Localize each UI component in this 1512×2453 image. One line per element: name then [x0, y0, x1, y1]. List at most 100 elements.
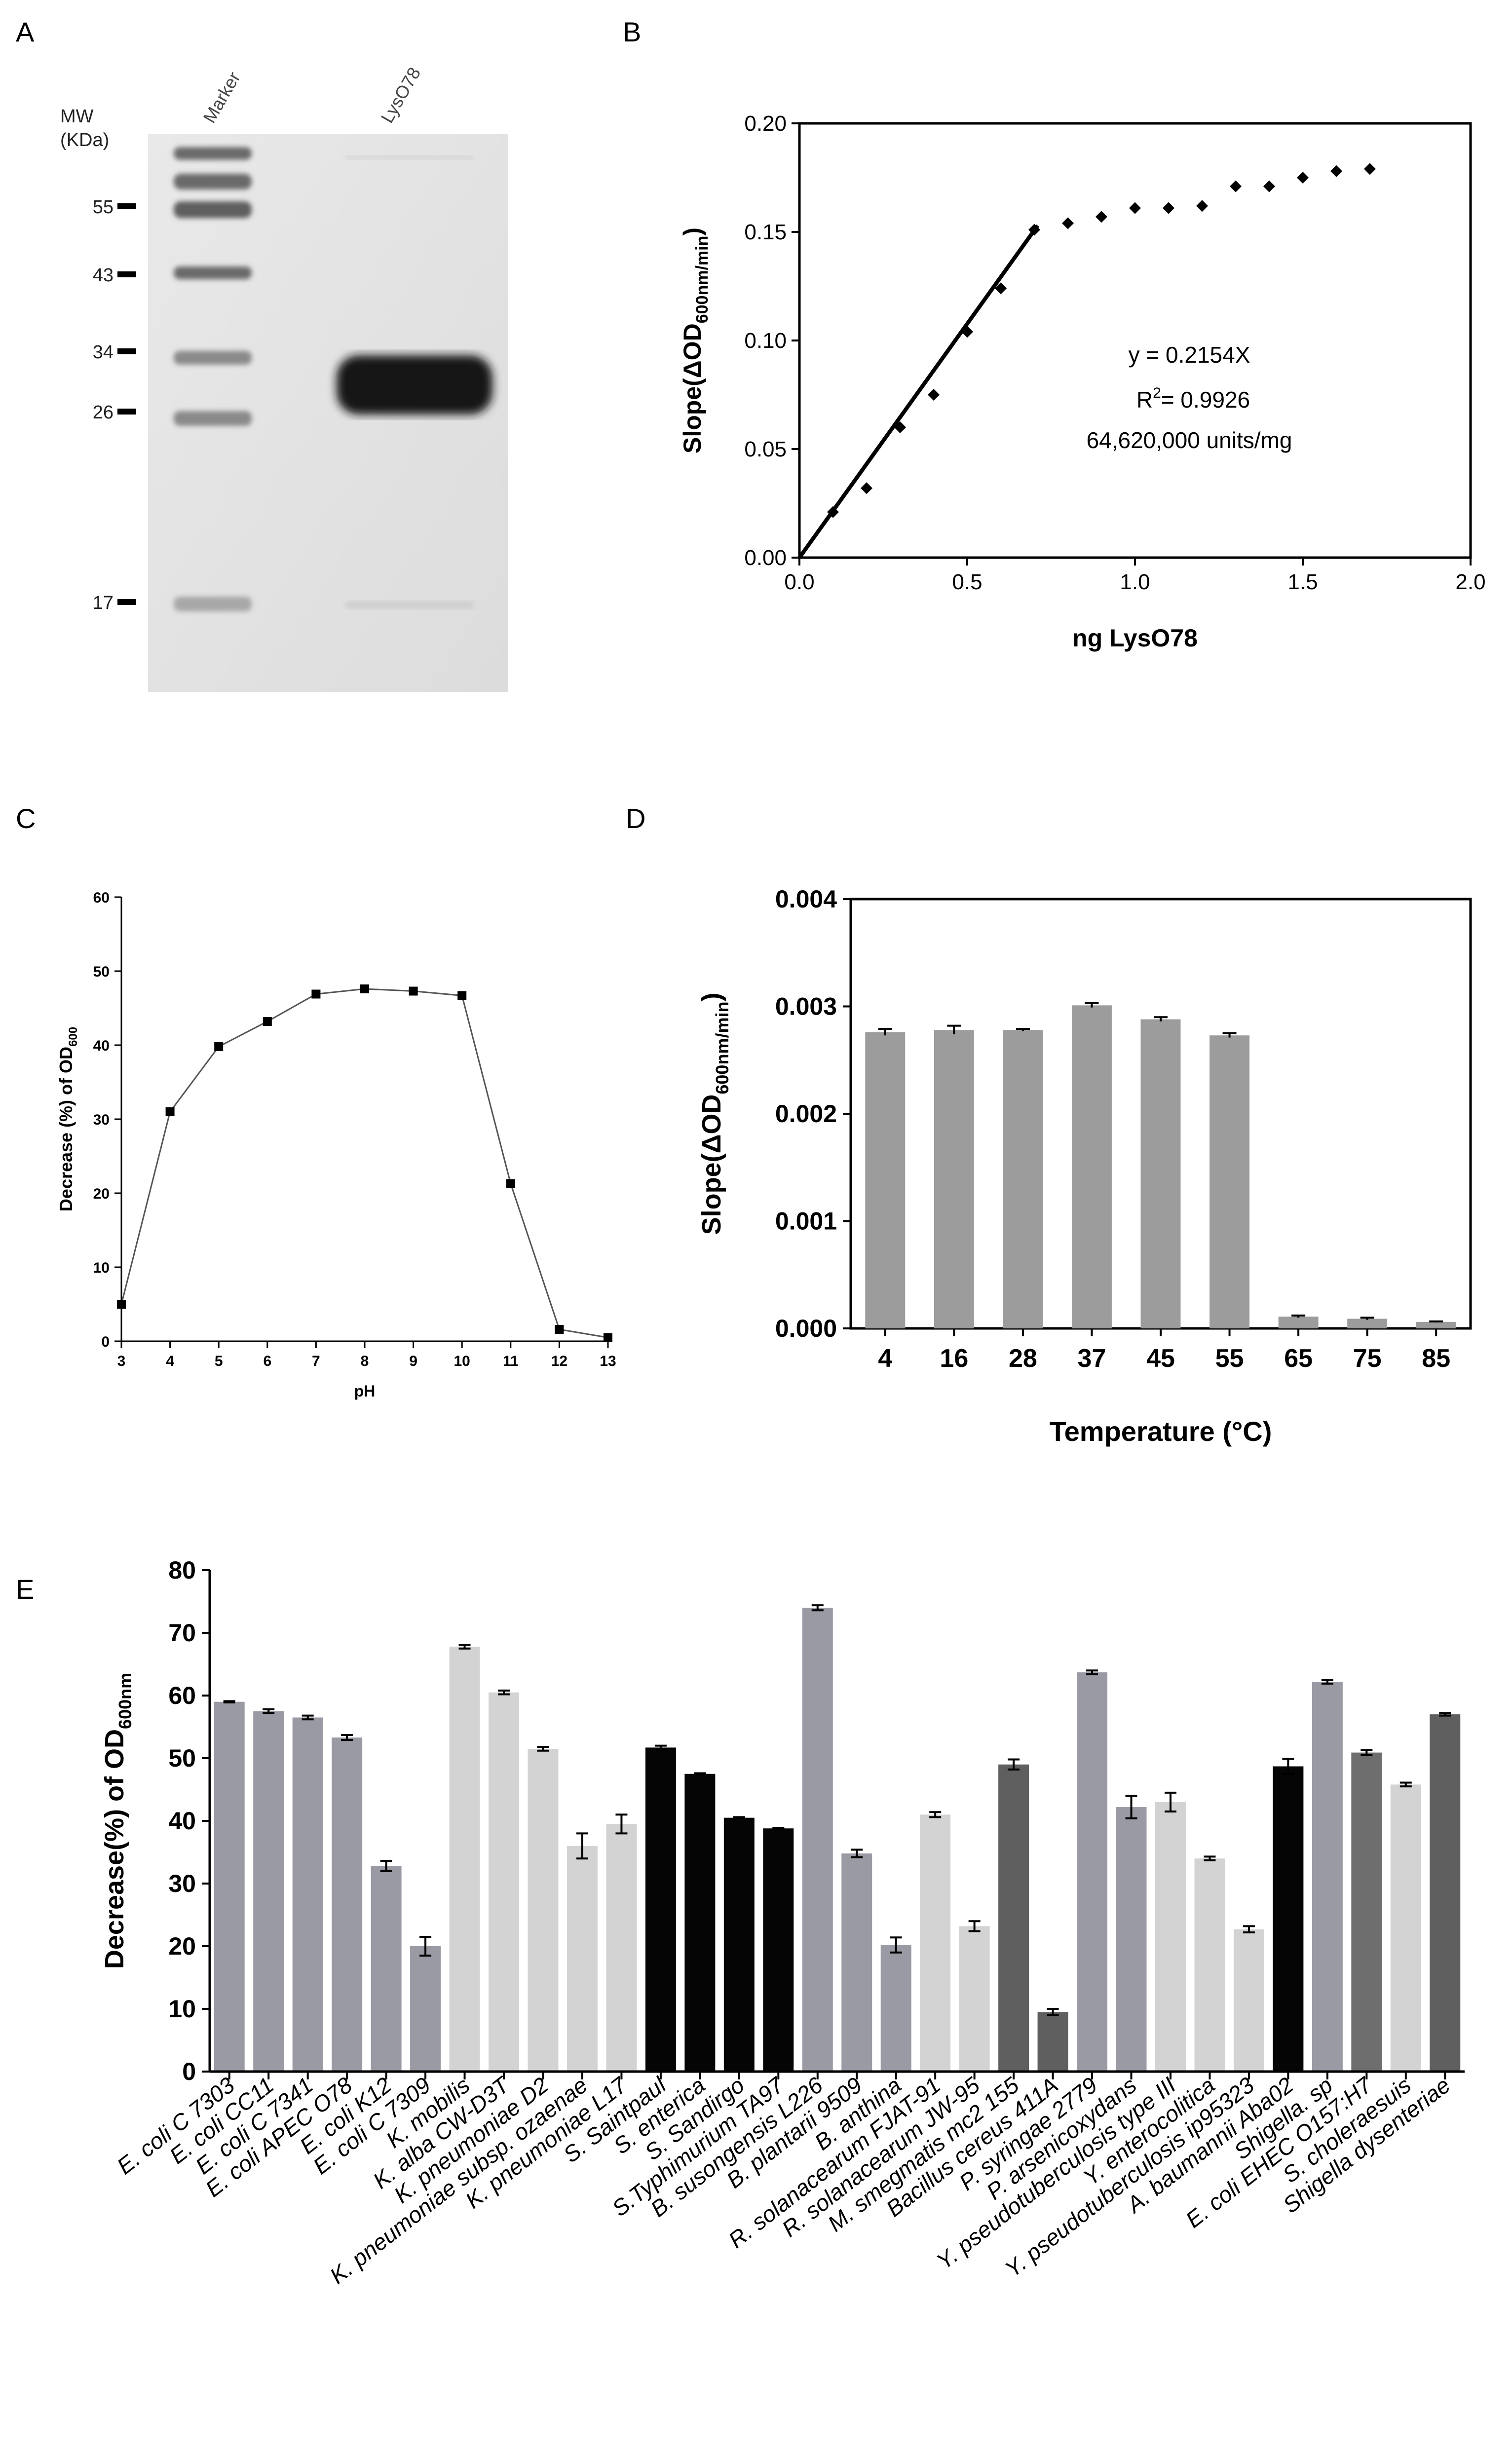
data-point — [360, 984, 369, 993]
x-tick-label: 28 — [1009, 1344, 1037, 1373]
bar — [1416, 1321, 1456, 1328]
x-axis-title: ng LysO78 — [1072, 624, 1198, 652]
x-tick-label: 55 — [1215, 1344, 1244, 1373]
kda-label: (KDa) — [60, 130, 109, 151]
x-tick-label: 1.5 — [1287, 570, 1318, 594]
bar — [1116, 1807, 1147, 2072]
bar — [1312, 1682, 1343, 2072]
bar — [880, 1945, 911, 2072]
data-point — [1330, 165, 1342, 177]
bar — [763, 1828, 794, 2072]
bar — [684, 1774, 716, 2072]
x-tick-label: 10 — [454, 1353, 470, 1369]
bar — [1278, 1317, 1319, 1328]
y-tick-label: 30 — [168, 1870, 196, 1897]
panel-letter-d: D — [626, 803, 645, 834]
bar — [1273, 1766, 1304, 2072]
bar — [865, 1032, 906, 1328]
x-tick-label: 65 — [1284, 1344, 1313, 1373]
y-tick-label: 40 — [93, 1038, 110, 1054]
mw-ticks: 55 43 34 26 17 — [93, 197, 136, 613]
units-label: 64,620,000 units/mg — [1087, 427, 1292, 453]
data-point — [604, 1333, 612, 1342]
marker-band — [174, 597, 252, 611]
bar — [410, 1946, 441, 2072]
data-point — [1364, 163, 1376, 175]
panel-letter-c: C — [16, 803, 36, 834]
bar — [1155, 1802, 1186, 2072]
ylabel-sub: 600 — [67, 1027, 80, 1047]
y-tick-label: 0.15 — [744, 220, 787, 244]
x-tick-label: 1.0 — [1120, 570, 1150, 594]
x-tick-label: 7 — [312, 1353, 320, 1369]
y-tick-label: 40 — [168, 1807, 196, 1835]
x-tick-label: 75 — [1353, 1344, 1382, 1373]
x-axis-title: pH — [354, 1382, 376, 1400]
bar — [1003, 1030, 1043, 1328]
bar — [1194, 1858, 1225, 2072]
bar — [959, 1926, 990, 2072]
bar — [802, 1608, 833, 2072]
mw-marker-tick — [117, 599, 136, 605]
mw-marker-label: 17 — [93, 593, 113, 613]
data-point — [1028, 224, 1040, 236]
x-tick-label: 45 — [1146, 1344, 1175, 1373]
bar — [841, 1853, 872, 2072]
y-tick-label: 60 — [93, 890, 110, 906]
bar — [567, 1846, 598, 2072]
ylabel-main: Decrease(%) of OD — [100, 1729, 129, 1969]
x-tick-label: 0.5 — [952, 570, 982, 594]
lane-label-lyso78: LysO78 — [377, 64, 424, 126]
y-tick-label: 0 — [182, 2058, 196, 2085]
faint-band — [345, 155, 474, 159]
y-axis-title: Decrease(%) of OD600nm — [100, 1673, 135, 1969]
y-tick-label: 50 — [168, 1744, 196, 1772]
ylabel-sub: 600nm/min — [712, 1002, 732, 1094]
bar — [998, 1764, 1029, 2072]
x-tick-label: 13 — [600, 1353, 616, 1369]
x-tick-label: 11 — [503, 1353, 519, 1369]
data-point — [165, 1107, 175, 1116]
marker-lane — [174, 147, 252, 611]
bar — [214, 1701, 245, 2072]
panel-b-chart: 0.0 0.5 1.0 1.5 2.0 0.00 0.05 0.10 0.15 0.20 y = … — [679, 112, 1486, 652]
bar — [934, 1030, 974, 1328]
bar — [1430, 1714, 1461, 2072]
panel-a: Marker LysO78 MW (KDa) 55 43 34 26 17 — [60, 64, 508, 692]
y-tick-label: 0.05 — [744, 437, 787, 461]
bar — [371, 1866, 402, 2072]
bar — [1347, 1319, 1388, 1328]
x-tick-label: 2.0 — [1455, 570, 1485, 594]
data-point — [928, 389, 940, 401]
x-tick-label: 4 — [878, 1344, 892, 1373]
mw-marker-label: 55 — [93, 197, 113, 218]
mw-marker-label: 26 — [93, 402, 113, 423]
faint-band — [345, 601, 474, 609]
bar — [1390, 1784, 1421, 2072]
data-point — [506, 1179, 515, 1188]
ylabel-delta: ΔOD — [679, 323, 706, 378]
y-tick-label: 30 — [93, 1112, 110, 1128]
y-tick-label: 60 — [168, 1682, 196, 1709]
data-point — [457, 991, 467, 1000]
data-point — [961, 326, 973, 338]
ylabel-prefix: Slope( — [697, 1153, 726, 1235]
data-point — [1163, 202, 1174, 214]
y-axis-title: Decrease (%) of OD600 — [56, 1027, 80, 1211]
plot-frame — [798, 122, 1472, 559]
bar — [1077, 1672, 1108, 2072]
data-point — [827, 506, 839, 518]
x-tick-label: 6 — [263, 1353, 271, 1369]
mw-marker-tick — [117, 203, 136, 209]
y-tick-label: 0.10 — [744, 329, 787, 353]
panel-c-chart: 3 4 5 6 7 8 9 10 11 12 13 0 10 20 30 40 50 60 pH Decrease… — [56, 890, 616, 1400]
data-point — [1297, 172, 1309, 184]
lyso78-lane — [337, 155, 492, 609]
ylabel-main: Decrease (%) of OD — [56, 1047, 76, 1211]
data-point — [1196, 200, 1208, 212]
data-point — [894, 421, 906, 433]
y-tick-label: 0.00 — [744, 546, 787, 570]
data-point — [214, 1042, 224, 1051]
x-tick-label: 8 — [361, 1353, 369, 1369]
panel-letter-e: E — [16, 1574, 34, 1605]
